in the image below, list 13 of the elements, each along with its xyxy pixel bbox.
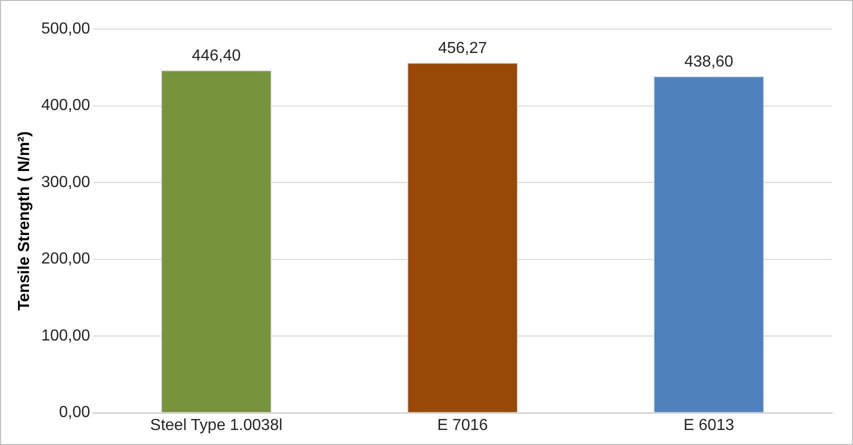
x-tick-label: Steel Type 1.0038l <box>150 416 282 434</box>
y-tick-label: 100,00 <box>41 327 90 344</box>
y-tick-label: 200,00 <box>41 250 90 268</box>
x-tick-label: E 7016 <box>437 416 488 434</box>
y-tick-label: 400,00 <box>41 97 90 114</box>
data-label: 446,40 <box>192 48 241 65</box>
y-axis-title: Tensile Strength ( N/m²) <box>16 131 34 311</box>
y-tick-label: 300,00 <box>41 174 90 191</box>
y-tick-label: 500,00 <box>41 20 90 38</box>
data-label: 456,27 <box>438 40 488 57</box>
data-label: 438,60 <box>684 54 734 71</box>
y-tick-label: 0,00 <box>58 404 90 422</box>
x-tick-label: E 6013 <box>683 416 734 434</box>
